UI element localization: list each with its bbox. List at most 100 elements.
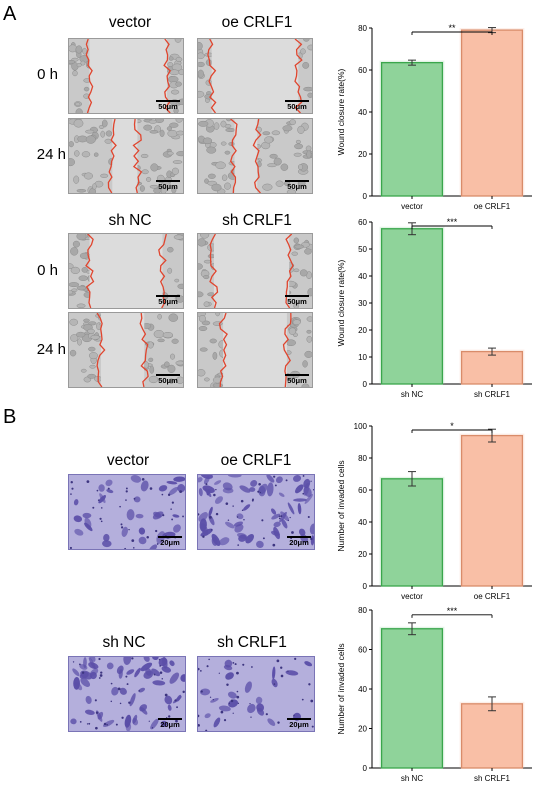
bar: [380, 228, 444, 385]
bar: [460, 434, 524, 587]
significance-label: **: [448, 23, 456, 33]
y-axis-label: Wound closure rate(%): [336, 259, 346, 346]
scale-bar-line: [158, 718, 182, 720]
y-tick-label: 20: [358, 725, 367, 734]
y-tick-label: 20: [358, 326, 367, 335]
bar: [380, 628, 444, 769]
wound-micrograph-image: [69, 39, 183, 113]
y-tick-label: 50: [358, 245, 367, 254]
transwell-micrograph: 20μm: [197, 656, 315, 732]
scale-bar: 50μm: [155, 180, 181, 191]
wound-micrograph: 50μm: [68, 233, 184, 309]
scale-bar-label: 20μm: [289, 720, 309, 729]
y-axis-label: Number of invaded cells: [336, 643, 346, 734]
y-tick-label: 40: [358, 108, 367, 117]
y-tick-label: 60: [358, 646, 367, 655]
y-tick-label: 30: [358, 299, 367, 308]
col-label-sh-crlf1: sh CRLF1: [222, 212, 292, 229]
transwell-micrograph-image: [69, 657, 185, 731]
significance-label: *: [450, 421, 454, 431]
x-tick-label: vector: [401, 592, 423, 601]
y-tick-label: 80: [358, 606, 367, 615]
scale-bar-label: 50μm: [287, 376, 307, 385]
scale-bar: 20μm: [286, 536, 312, 547]
x-tick-label: oe CRLF1: [474, 202, 511, 211]
x-tick-label: sh CRLF1: [474, 390, 511, 399]
col-label-b-vector: vector: [106, 452, 150, 469]
row-label-24h-2: 24 h: [36, 341, 66, 358]
y-tick-label: 20: [358, 150, 367, 159]
col-label-vector: vector: [108, 14, 152, 31]
significance-label: ***: [447, 217, 458, 227]
x-tick-label: vector: [401, 202, 423, 211]
row-label-0h: 0 h: [37, 66, 58, 83]
scale-bar-label: 20μm: [160, 720, 180, 729]
significance-label: ***: [447, 606, 458, 616]
row-label-0h-2: 0 h: [37, 262, 58, 279]
scale-bar: 50μm: [284, 374, 310, 385]
x-tick-label: sh NC: [401, 390, 423, 399]
y-tick-label: 0: [363, 582, 368, 591]
scale-bar-label: 50μm: [158, 182, 178, 191]
scale-bar-line: [285, 180, 309, 182]
y-tick-label: 40: [358, 685, 367, 694]
chart-invaded-oe: 0 20 40 60 80 100 Number of invaded cells vecto…: [330, 420, 540, 615]
y-tick-label: 60: [358, 66, 367, 75]
scale-bar-line: [287, 536, 311, 538]
y-axis-label: Wound closure rate(%): [336, 68, 346, 155]
bar: [460, 703, 524, 769]
wound-micrograph: 50μm: [68, 118, 184, 194]
scale-bar-label: 50μm: [287, 182, 307, 191]
chart-svg: 0 20 40 60 80 100 Number of invaded cells vecto…: [336, 421, 532, 601]
wound-micrograph: 50μm: [197, 38, 313, 114]
scale-bar-label: 50μm: [287, 102, 307, 111]
scale-bar-line: [285, 295, 309, 297]
scale-bar: 50μm: [284, 180, 310, 191]
scale-bar-label: 50μm: [287, 297, 307, 306]
chart-wound-closure-oe: 0 20 40 60 80 Wound closure rate(%) vector oe C…: [330, 22, 540, 225]
scale-bar-label: 50μm: [158, 297, 178, 306]
row-label-24h: 24 h: [36, 146, 66, 163]
scale-bar-label: 50μm: [158, 102, 178, 111]
bar: [460, 29, 524, 197]
col-label-b-oe-crlf1: oe CRLF1: [220, 452, 292, 469]
scale-bar: 50μm: [284, 100, 310, 111]
y-tick-label: 40: [358, 272, 367, 281]
y-tick-label: 0: [363, 380, 368, 389]
scale-bar-label: 20μm: [160, 538, 180, 547]
chart-svg: 0 20 40 60 80 Wound closure rate(%) vector oe C…: [336, 23, 532, 211]
wound-micrograph: 50μm: [197, 312, 313, 388]
scale-bar: 20μm: [157, 536, 183, 547]
scale-bar: 20μm: [157, 718, 183, 729]
y-tick-label: 0: [363, 192, 368, 201]
chart-wound-closure-sh: 0 10 20 30 40 50 60 Wound closure rate(%) sh NC s…: [330, 216, 540, 413]
scale-bar-line: [285, 100, 309, 102]
col-label-b-sh-nc: sh NC: [102, 634, 146, 651]
chart-invaded-sh: 0 20 40 60 80 Number of invaded cells sh NC sh …: [330, 604, 540, 797]
scale-bar: 20μm: [286, 718, 312, 729]
transwell-micrograph: 20μm: [197, 474, 315, 550]
x-tick-label: oe CRLF1: [474, 592, 511, 601]
wound-micrograph: 50μm: [68, 312, 184, 388]
x-tick-label: sh NC: [401, 774, 423, 783]
panel-letter-a: A: [3, 3, 17, 25]
scale-bar-line: [156, 100, 180, 102]
bar: [380, 478, 444, 587]
scale-bar: 50μm: [155, 100, 181, 111]
y-tick-label: 0: [363, 764, 368, 773]
y-tick-label: 10: [358, 353, 367, 362]
col-label-b-sh-crlf1: sh CRLF1: [217, 634, 287, 651]
scale-bar: 50μm: [155, 295, 181, 306]
scale-bar-label: 20μm: [289, 538, 309, 547]
scale-bar-line: [158, 536, 182, 538]
y-tick-label: 40: [358, 518, 367, 527]
wound-micrograph-image: [69, 234, 183, 308]
scale-bar-line: [285, 374, 309, 376]
scale-bar: 50μm: [284, 295, 310, 306]
scale-bar-line: [156, 180, 180, 182]
x-tick-label: sh CRLF1: [474, 774, 511, 783]
wound-micrograph-image: [69, 119, 183, 193]
y-axis-label: Number of invaded cells: [336, 460, 346, 551]
y-tick-label: 80: [358, 454, 367, 463]
transwell-micrograph: 20μm: [68, 656, 186, 732]
